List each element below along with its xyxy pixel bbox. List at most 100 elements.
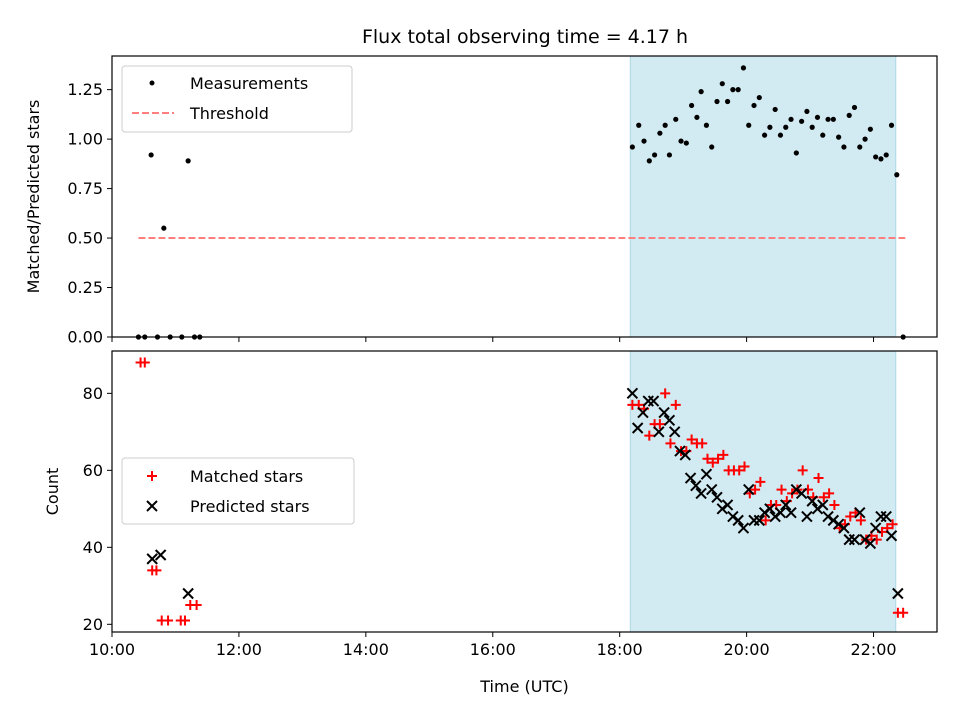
matched-star-marker	[670, 399, 681, 410]
measurement-point	[804, 108, 810, 115]
matched-star-marker	[845, 511, 856, 522]
measurement-points	[135, 65, 906, 340]
matched-star-marker	[644, 430, 655, 441]
matched-star-marker	[718, 449, 729, 460]
y-tick-label: 0.00	[67, 328, 103, 347]
measurement-point	[867, 126, 873, 132]
matched-star-marker	[686, 434, 697, 445]
predicted-star-marker	[854, 506, 866, 519]
matched-star-marker	[824, 488, 835, 499]
predicted-star-marker	[880, 510, 892, 523]
top-y-ticks: 0.00 0.25 0.50 0.75 1.00 1.25	[67, 80, 112, 347]
bottom-x-ticks: 10:00 12:00 14:00 16:00 18:00 20:00 22:00	[89, 632, 897, 659]
predicted-stars-points	[146, 387, 904, 600]
predicted-star-marker	[679, 449, 691, 461]
top-y-axis-label: Matched/Predicted stars	[24, 100, 43, 294]
measurement-point	[694, 114, 700, 120]
predicted-star-marker	[790, 483, 803, 496]
y-tick-label: 60	[83, 461, 103, 480]
chart-title: Flux total observing time = 4.17 h	[362, 26, 688, 48]
measurement-point	[825, 116, 831, 122]
predicted-star-marker	[732, 514, 744, 527]
measurement-point	[894, 172, 900, 178]
measurement-point	[756, 94, 762, 101]
predicted-star-marker	[864, 537, 877, 550]
measurement-point	[888, 122, 895, 128]
measurement-point	[761, 132, 768, 138]
measurement-point	[666, 152, 673, 158]
predicted-star-marker	[801, 510, 813, 523]
predicted-star-marker	[764, 503, 776, 515]
measurement-point	[883, 152, 889, 158]
y-tick-label: 0.75	[67, 179, 103, 198]
matched-star-marker	[139, 357, 150, 368]
measurement-point	[788, 116, 794, 122]
matched-star-marker	[898, 607, 909, 618]
x-tick-label: 10:00	[89, 640, 135, 659]
bottom-panel-frame	[111, 350, 938, 633]
predicted-star-marker	[647, 395, 660, 407]
predicted-star-marker	[668, 426, 681, 438]
measurement-point	[641, 138, 647, 144]
x-tick-label: 22:00	[850, 640, 896, 659]
predicted-star-marker	[626, 387, 639, 400]
legend-measurements-label: Measurements	[190, 74, 308, 93]
predicted-star-marker	[806, 495, 818, 507]
matched-star-marker	[776, 484, 787, 495]
measurement-point	[724, 98, 731, 105]
matched-star-marker	[191, 600, 202, 611]
measurement-point	[862, 136, 868, 142]
matched-star-marker	[813, 473, 824, 484]
measurement-point	[751, 102, 757, 109]
matched-star-marker	[713, 453, 724, 464]
measurement-point	[683, 140, 689, 146]
matched-star-marker	[750, 484, 761, 495]
measurement-point	[814, 114, 821, 120]
measurement-point	[657, 130, 663, 136]
predicted-star-marker	[663, 414, 676, 426]
predicted-star-marker	[182, 587, 194, 600]
bottom-legend: Matched stars Predicted stars	[121, 457, 355, 525]
legend-predicted-marker	[146, 500, 158, 512]
predicted-star-marker	[706, 483, 718, 496]
predicted-star-marker	[146, 553, 158, 565]
observing-window-shading	[629, 55, 897, 338]
predicted-star-marker	[727, 510, 739, 523]
y-tick-label: 0.25	[67, 278, 103, 297]
matched-star-marker	[797, 465, 808, 476]
predicted-star-marker	[753, 514, 766, 527]
measurement-point	[793, 150, 799, 156]
measurement-point	[719, 81, 725, 87]
x-tick-label: 12:00	[216, 640, 262, 659]
x-tick-label: 20:00	[724, 640, 770, 659]
measurement-point	[689, 102, 695, 109]
predicted-star-marker	[695, 487, 707, 500]
top-legend-box	[121, 65, 353, 133]
measurement-point	[777, 132, 784, 138]
measurement-point	[185, 158, 191, 164]
legend-predicted-label: Predicted stars	[190, 497, 310, 516]
measurement-point	[678, 138, 684, 144]
predicted-star-marker	[769, 510, 781, 523]
y-tick-label: 80	[83, 384, 103, 403]
predicted-star-marker	[848, 533, 861, 546]
predicted-star-marker	[700, 468, 713, 480]
predicted-star-marker	[716, 503, 728, 515]
top-panel-frame	[111, 55, 938, 338]
predicted-star-marker	[795, 487, 808, 500]
measurement-point	[809, 124, 815, 130]
measurement-point	[820, 132, 826, 138]
predicted-star-marker	[785, 506, 797, 519]
matched-star-marker	[179, 615, 190, 626]
legend-threshold-label: Threshold	[189, 104, 269, 123]
matched-star-marker	[654, 419, 665, 430]
predicted-star-marker	[817, 499, 829, 511]
bottom-panel: 10:00 12:00 14:00 16:00 18:00 20:00 22:00 20 40…	[43, 350, 938, 696]
matched-star-marker	[734, 465, 745, 476]
predicted-star-marker	[154, 549, 167, 561]
y-tick-label: 20	[83, 615, 103, 634]
observing-window-shading	[629, 350, 897, 633]
matched-stars-points	[135, 357, 909, 626]
measurement-point	[735, 87, 741, 93]
matched-star-marker	[760, 515, 771, 526]
